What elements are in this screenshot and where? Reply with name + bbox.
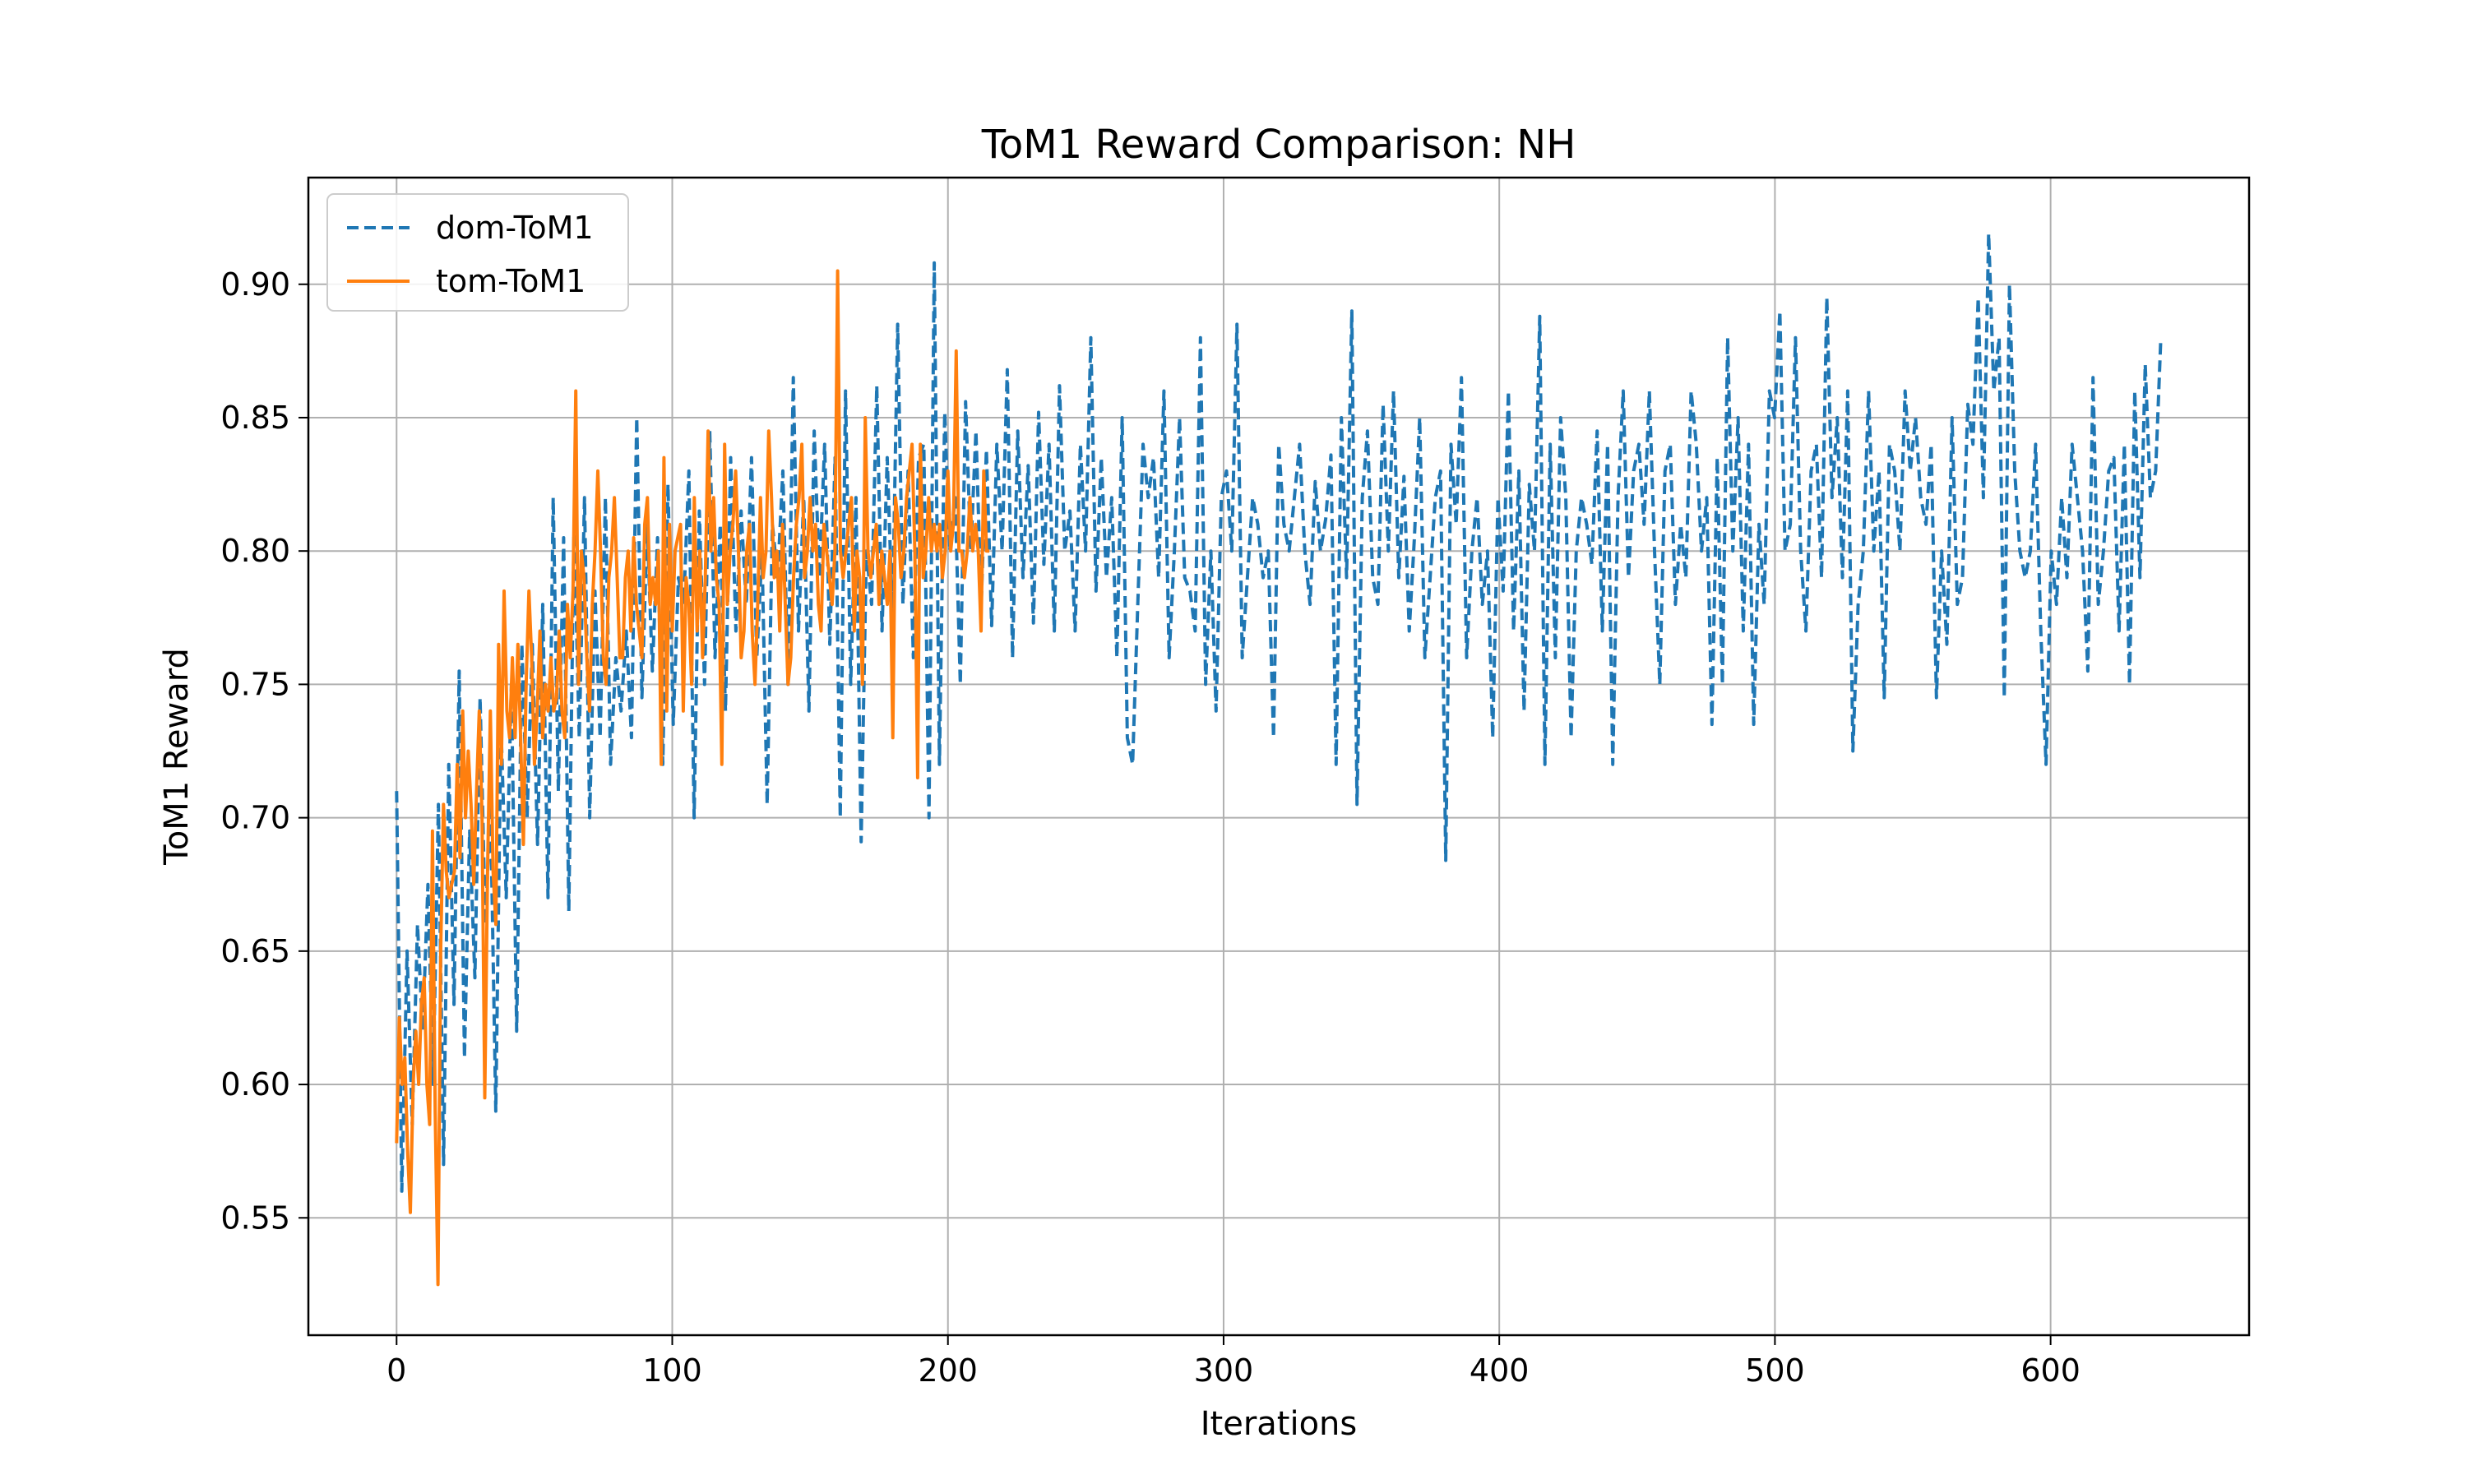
legend-label-dom-tom1: dom-ToM1: [436, 210, 594, 246]
x-tick-label: 600: [2020, 1352, 2081, 1389]
y-tick-label: 0.65: [220, 933, 290, 969]
y-tick-label: 0.90: [220, 266, 290, 303]
legend: dom-ToM1 tom-ToM1: [326, 193, 629, 312]
axis-ticks: 0 100 200 300 400 500 600 0.55 0.60 0.65 0.70 0.75 0…: [220, 266, 2081, 1389]
series-line-tom-tom1: [395, 269, 989, 1287]
x-tick-label: 100: [642, 1352, 702, 1389]
y-tick-label: 0.85: [220, 400, 290, 436]
legend-label-tom-tom1: tom-ToM1: [436, 263, 586, 299]
y-tick-label: 0.70: [220, 800, 290, 836]
chart-title: ToM1 Reward Comparison: NH: [981, 122, 1576, 168]
x-tick-label: 400: [1470, 1352, 1530, 1389]
y-tick-label: 0.80: [220, 533, 290, 569]
x-tick-label: 500: [1745, 1352, 1805, 1389]
y-tick-label: 0.75: [220, 666, 290, 702]
x-axis-label: Iterations: [1201, 1405, 1358, 1443]
y-tick-label: 0.60: [220, 1066, 290, 1103]
series-line-dom-tom1: [395, 232, 2163, 1193]
plot-area-frame: [307, 176, 2251, 1337]
x-tick-label: 0: [386, 1352, 406, 1389]
x-tick-label: 200: [918, 1352, 978, 1389]
series-lines: [395, 232, 2163, 1287]
y-axis-label: ToM1 Reward: [158, 648, 196, 866]
x-tick-label: 300: [1194, 1352, 1254, 1389]
grid: [308, 178, 2249, 1335]
y-tick-label: 0.55: [220, 1200, 290, 1236]
